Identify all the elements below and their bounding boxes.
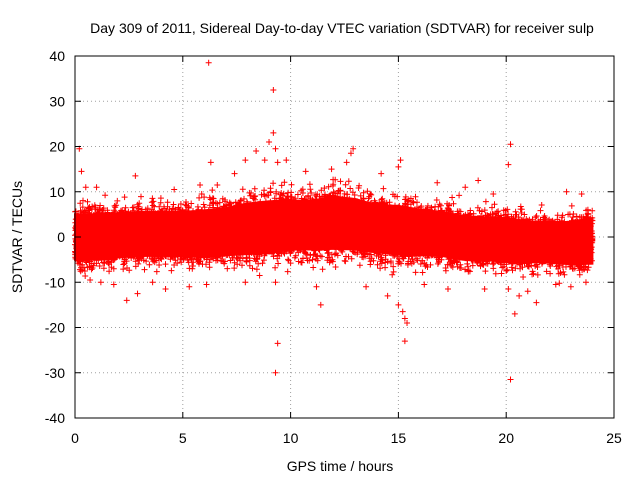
outlier-point [507, 141, 514, 148]
outlier-point [567, 283, 574, 290]
outlier-point [462, 184, 469, 191]
outlier-point [582, 279, 589, 286]
y-tick-label: -10 [45, 274, 65, 290]
outlier-point [363, 283, 370, 290]
band-markers [72, 176, 596, 287]
x-tick-label: 20 [498, 430, 514, 446]
outlier-point [490, 191, 497, 198]
outlier-point [511, 310, 518, 317]
outlier-point [444, 286, 451, 293]
outlier-point [524, 288, 531, 295]
y-tick-label: 20 [49, 139, 65, 155]
outlier-point [272, 145, 279, 152]
outlier-point [231, 170, 238, 177]
outlier-point [328, 166, 335, 173]
outlier-point [434, 179, 441, 186]
outlier-point [197, 181, 204, 188]
y-tick-label: 0 [57, 229, 65, 245]
outlier-point [283, 157, 290, 164]
outlier-point [347, 150, 354, 157]
x-tick-label: 15 [391, 430, 407, 446]
outlier-point [134, 290, 141, 297]
outlier-point [270, 129, 277, 136]
outlier-point [97, 279, 104, 286]
outlier-point [302, 168, 309, 175]
chart-title: Day 309 of 2011, Sidereal Day-to-day VTE… [90, 20, 594, 36]
outlier-point [242, 279, 249, 286]
outlier-point [505, 161, 512, 168]
outlier-point [110, 281, 117, 288]
outlier-point [78, 168, 85, 175]
axis-ticks [74, 55, 615, 419]
outlier-point [507, 376, 514, 383]
outlier-point [384, 292, 391, 299]
outlier-point [266, 138, 273, 145]
outlier-point [552, 281, 559, 288]
outlier-point [516, 292, 523, 299]
outlier-point [317, 301, 324, 308]
outlier-point [533, 299, 540, 306]
outlier-point [203, 281, 210, 288]
outlier-point [149, 279, 156, 286]
outlier-point [123, 297, 130, 304]
outlier-point [186, 283, 193, 290]
outlier-point [395, 301, 402, 308]
outlier-point [401, 315, 408, 322]
outlier-point [350, 145, 357, 152]
outlier-point [87, 276, 94, 283]
y-tick-label: -40 [45, 410, 65, 426]
outlier-point [475, 177, 482, 184]
x-axis-label: GPS time / hours [287, 458, 394, 474]
outlier-point [272, 279, 279, 286]
x-tick-label: 10 [283, 430, 299, 446]
outlier-point [505, 286, 512, 293]
y-tick-label: -20 [45, 320, 65, 336]
outlier-point [397, 157, 404, 164]
outlier-point [270, 86, 277, 93]
outlier-point [343, 159, 350, 166]
outlier-point [274, 159, 281, 166]
x-tick-label: 5 [179, 430, 187, 446]
outlier-point [421, 281, 428, 288]
outlier-point [481, 286, 488, 293]
y-tick-label: -30 [45, 365, 65, 381]
outlier-point [578, 191, 585, 198]
outlier-point [272, 369, 279, 376]
y-tick-labels: -40 -30 -20 -10 0 10 20 30 40 [45, 48, 65, 426]
outlier-point [313, 283, 320, 290]
y-tick-label: 30 [49, 93, 65, 109]
outlier-point [242, 157, 249, 164]
x-tick-label: 25 [606, 430, 622, 446]
y-tick-label: 10 [49, 184, 65, 200]
outlier-point [395, 163, 402, 170]
outlier-point [162, 286, 169, 293]
x-tick-labels: 0 5 10 15 20 25 [71, 430, 622, 446]
outlier-point [401, 338, 408, 345]
outlier-point [274, 340, 281, 347]
outlier-point [132, 172, 139, 179]
y-tick-label: 40 [49, 48, 65, 64]
outlier-point [261, 157, 268, 164]
y-axis-label: SDTVAR / TECUs [9, 181, 25, 293]
outlier-point [205, 59, 212, 66]
outlier-point [378, 170, 385, 177]
outlier-point [207, 159, 214, 166]
outlier-point [93, 184, 100, 191]
outlier-point [404, 319, 411, 326]
outlier-point [253, 148, 260, 155]
outlier-point [171, 186, 178, 193]
outlier-point [82, 184, 89, 191]
x-tick-label: 0 [71, 430, 79, 446]
outlier-point [214, 181, 221, 188]
outlier-point [563, 188, 570, 195]
outlier-point [399, 308, 406, 315]
data-points [72, 59, 596, 383]
